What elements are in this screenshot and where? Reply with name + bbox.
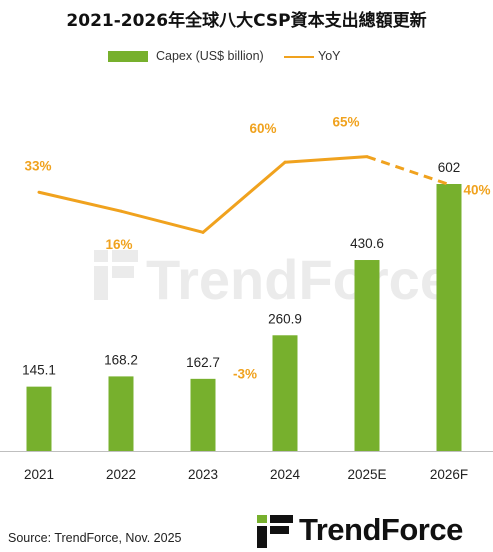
bar-2026F <box>436 184 462 451</box>
yoy-line-segment-3 <box>283 155 369 164</box>
legend-line-label: YoY <box>318 49 341 63</box>
yoy-label-2023: -3% <box>233 366 257 381</box>
yoy-label-2022: 16% <box>105 237 132 252</box>
x-tick-2022: 2022 <box>106 467 136 482</box>
yoy-label-2024: 60% <box>249 121 276 136</box>
bar-value-label-2024: 260.9 <box>268 311 302 326</box>
bar-2022 <box>108 376 134 451</box>
source-note: Source: TrendForce, Nov. 2025 <box>8 531 182 545</box>
bar-value-label-2021: 145.1 <box>22 363 56 378</box>
bar-2021 <box>26 386 52 451</box>
watermark-text: TrendForce <box>146 248 451 311</box>
bar-value-label-2022: 168.2 <box>104 352 138 367</box>
bar-2024 <box>272 335 298 451</box>
legend-line-swatch <box>284 56 314 58</box>
x-tick-2026F: 2026F <box>430 467 468 482</box>
yoy-line-segment-4 <box>366 155 450 186</box>
trendforce-logo: TrendForce <box>255 512 490 550</box>
watermark-logo-icon <box>94 250 138 300</box>
yoy-label-2025E: 65% <box>332 115 359 130</box>
bar-value-label-2023: 162.7 <box>186 355 220 370</box>
bar-2023 <box>190 378 216 451</box>
chart-title: 2021-2026年全球八大CSP資本支出總額更新 <box>66 11 427 31</box>
watermark: TrendForce <box>94 248 451 311</box>
bar-value-label-2026F: 602 <box>438 160 461 175</box>
x-tick-2023: 2023 <box>188 467 218 482</box>
x-tick-2025E: 2025E <box>347 467 386 482</box>
yoy-line-segment-2 <box>201 160 287 234</box>
yoy-label-2021: 33% <box>24 158 51 173</box>
x-tick-2024: 2024 <box>270 467 301 482</box>
logo-text: TrendForce <box>299 512 463 547</box>
yoy-line-segment-0 <box>37 190 123 213</box>
yoy-label-2026F: 40% <box>463 182 490 197</box>
legend-bar-swatch <box>108 51 148 62</box>
legend-bar-label: Capex (US$ billion) <box>156 49 264 63</box>
bar-value-label-2025E: 430.6 <box>350 236 384 251</box>
trendforce-logo-icon <box>257 515 293 548</box>
yoy-line-segment-1 <box>119 209 205 234</box>
bar-2025E <box>354 260 380 451</box>
x-tick-2021: 2021 <box>24 467 54 482</box>
